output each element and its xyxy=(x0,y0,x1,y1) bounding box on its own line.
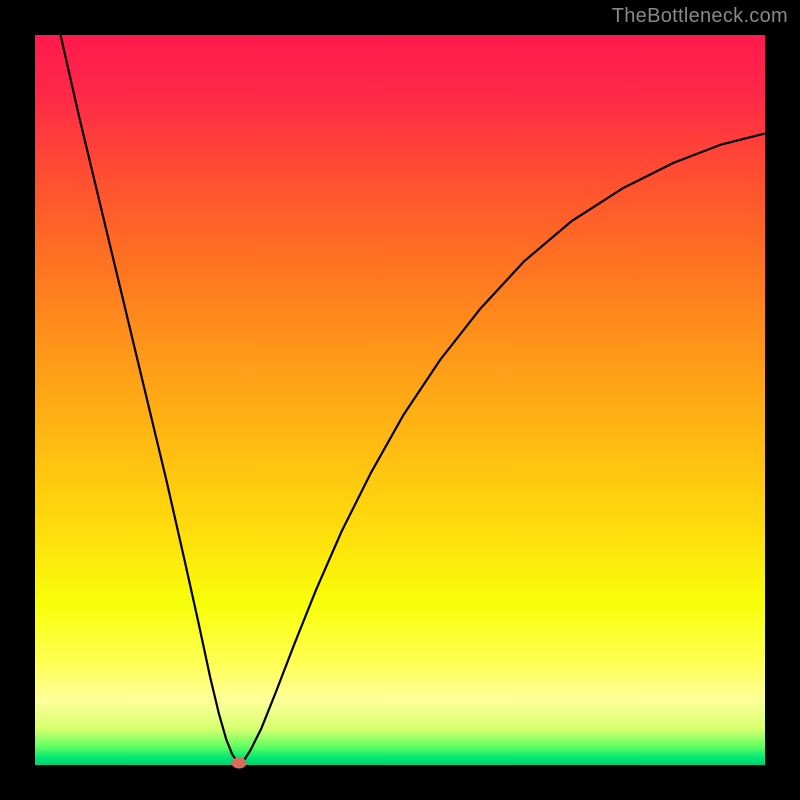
chart-container: TheBottleneck.com xyxy=(0,0,800,800)
watermark-text: TheBottleneck.com xyxy=(612,5,788,28)
plot-area xyxy=(35,35,765,765)
minimum-marker xyxy=(232,757,247,768)
bottleneck-curve xyxy=(35,35,765,765)
